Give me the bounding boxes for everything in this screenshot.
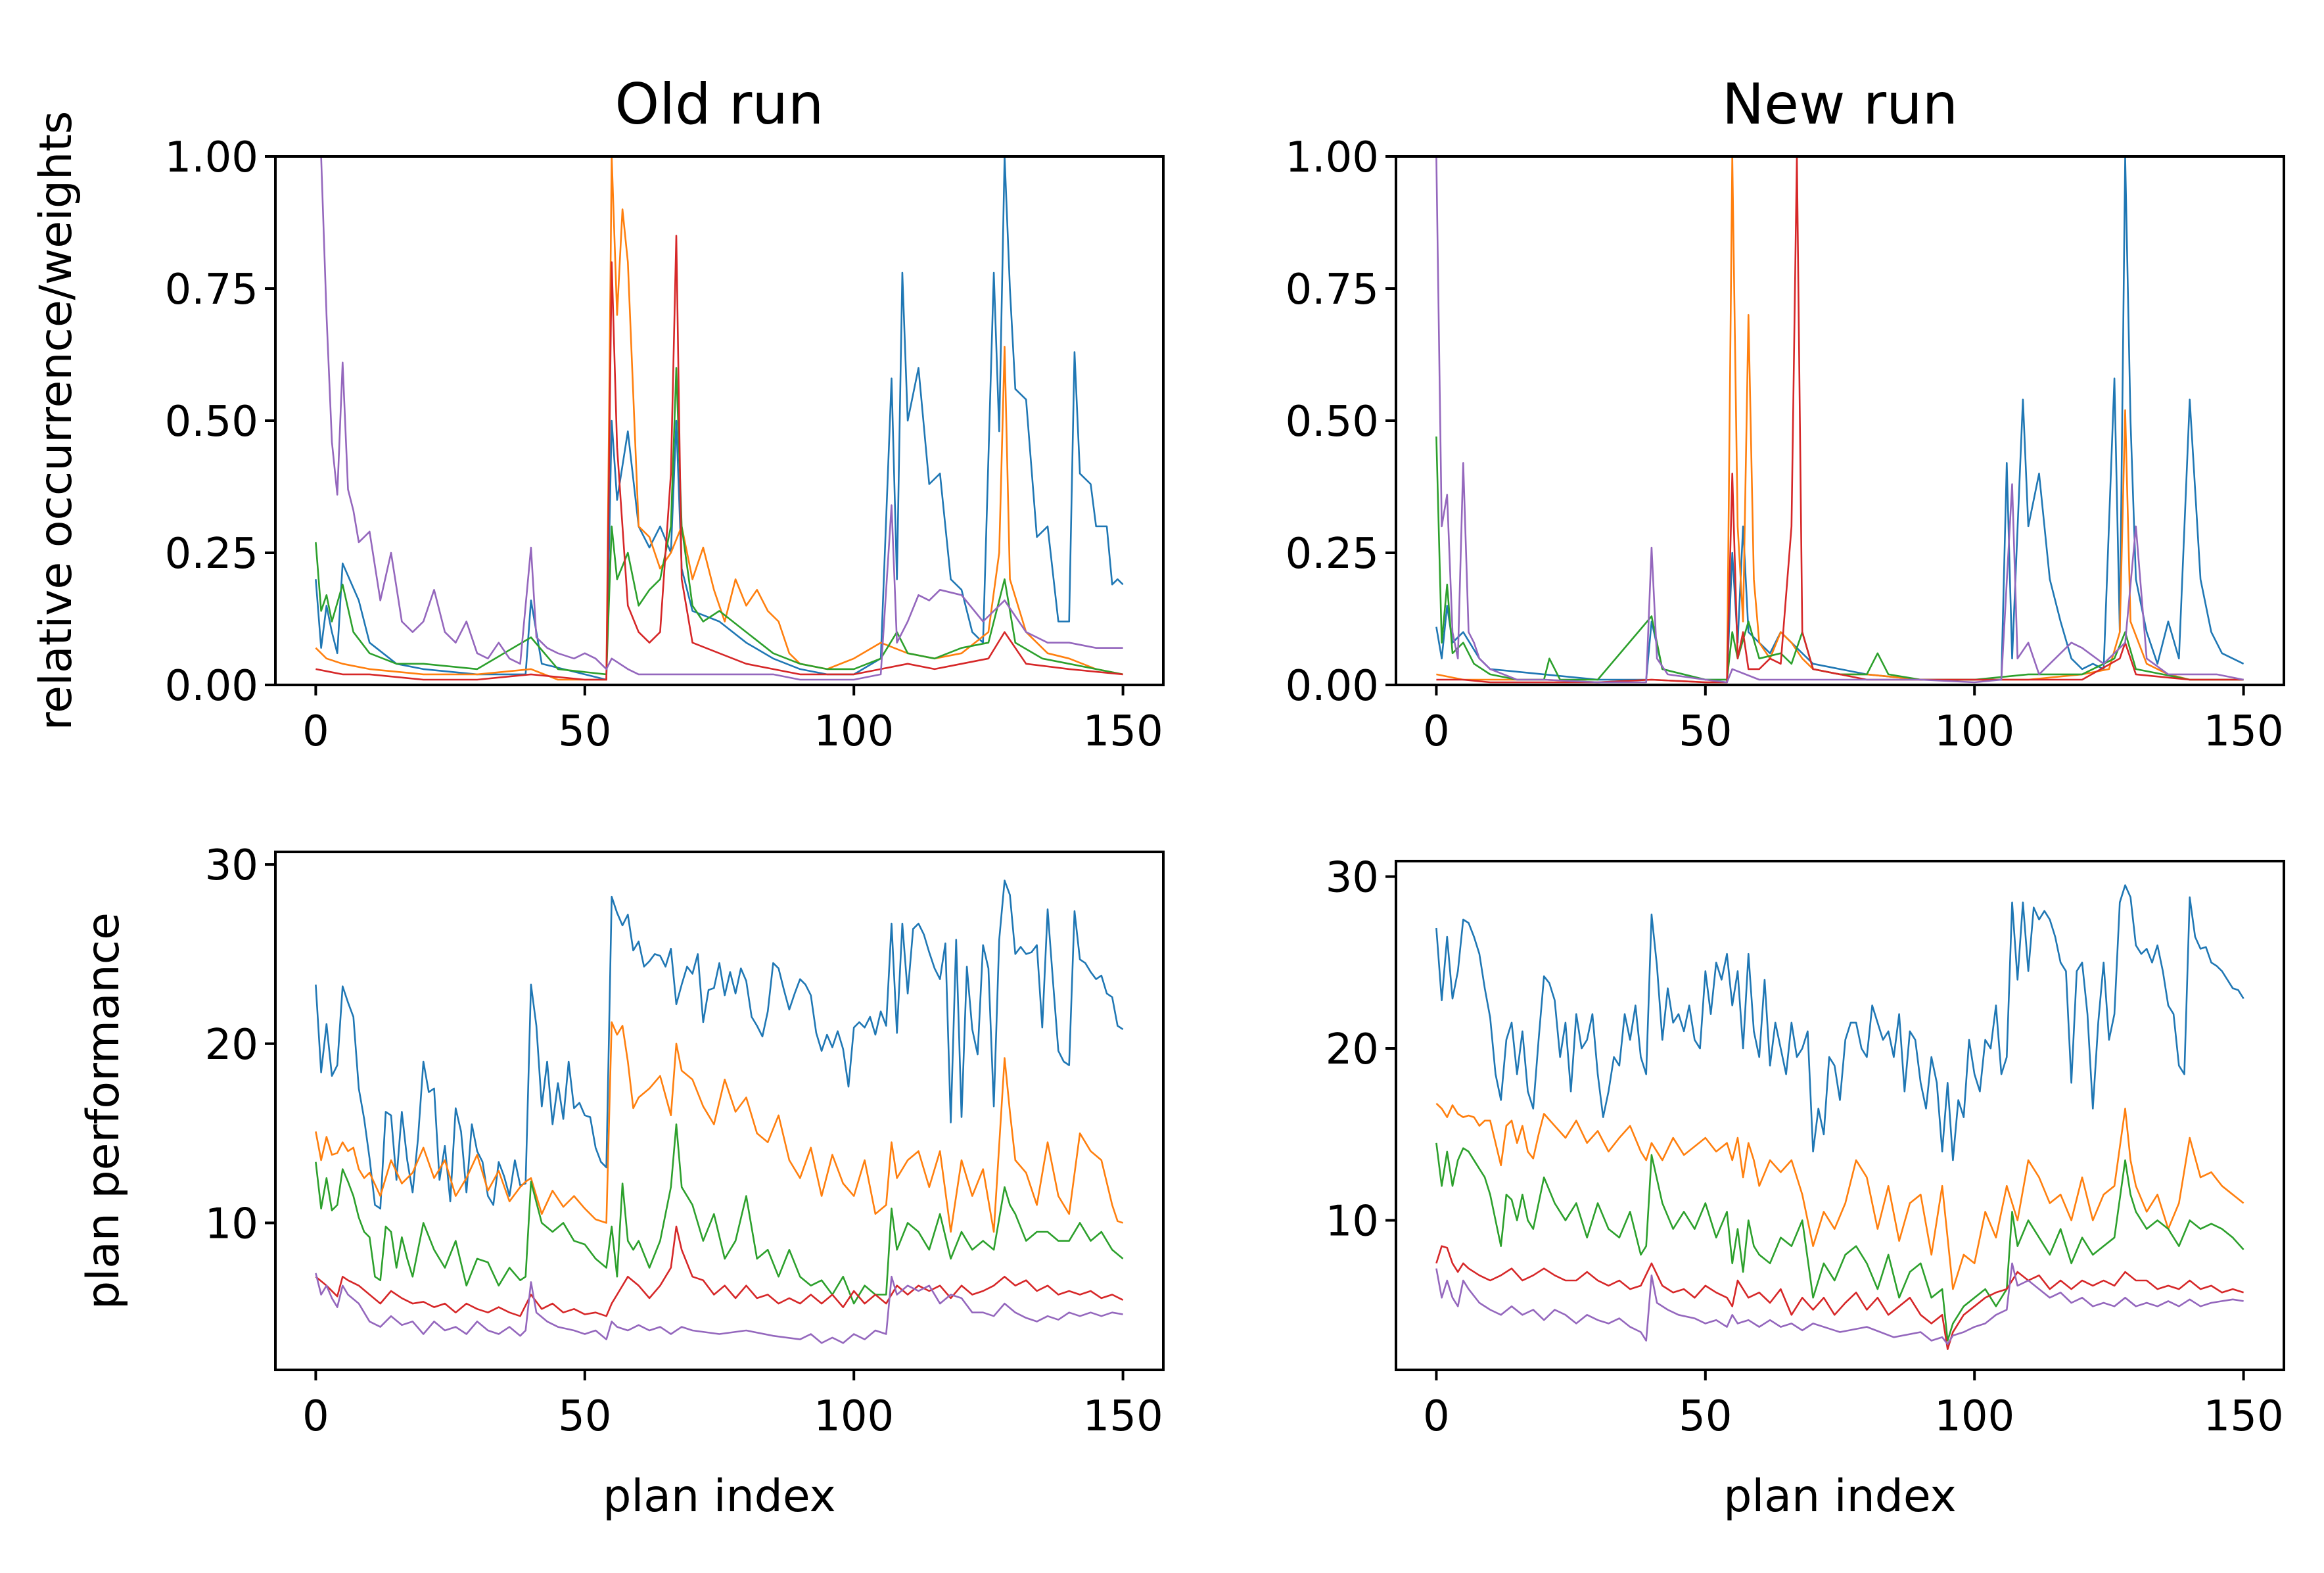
x-tick-label: 50 — [1679, 707, 1732, 756]
y-tick-label: 30 — [1326, 854, 1379, 903]
y-tick-label: 0.50 — [165, 398, 259, 446]
x-tick-label: 50 — [558, 1392, 611, 1441]
old-run-weights-panel: 0 50 100 150 0.00 0.25 0.50 0.75 1.00 Old run rela… — [30, 72, 1165, 756]
series-line-3 — [1435, 1142, 2244, 1342]
series-line-4 — [1435, 1245, 2244, 1350]
y-tick-label: 20 — [1326, 1025, 1379, 1074]
series-line-5 — [1435, 156, 2244, 684]
series-line-4 — [1436, 156, 2244, 684]
x-tick-label: 50 — [1679, 1392, 1732, 1441]
y-tick-label: 0.25 — [165, 530, 259, 578]
x-tick-label: 100 — [1934, 707, 2014, 756]
panel-title: Old run — [615, 72, 824, 137]
plot-area — [315, 880, 1124, 1344]
series-line-4 — [315, 235, 1123, 681]
x-tick-label: 0 — [1423, 1392, 1450, 1441]
y-axis-label: plan performance — [78, 912, 129, 1309]
panel-title: New run — [1722, 72, 1958, 137]
y-tick-label: 30 — [205, 841, 258, 890]
old-run-performance-panel: 0 50 100 150 10 20 30 plan index plan performanc… — [78, 841, 1165, 1522]
x-tick-label: 0 — [302, 707, 329, 756]
y-tick-label: 0.75 — [165, 266, 259, 314]
x-tick-label: 150 — [1083, 1392, 1163, 1441]
series-line-2 — [315, 156, 1123, 681]
series-line-2 — [1435, 1102, 2244, 1290]
series-line-1 — [1435, 884, 2244, 1162]
plot-area — [1435, 884, 2244, 1350]
y-tick-label: 10 — [205, 1200, 258, 1248]
x-axis-label: plan index — [1723, 1470, 1956, 1522]
series-line-5 — [1435, 1262, 2244, 1346]
x-tick-label: 150 — [1083, 707, 1163, 756]
series-line-1 — [315, 880, 1124, 1209]
series-line-5 — [315, 1273, 1123, 1344]
series-line-4 — [315, 1225, 1124, 1317]
series-line-3 — [315, 367, 1123, 676]
y-tick-label: 1.00 — [1286, 133, 1380, 182]
x-tick-label: 100 — [814, 707, 894, 756]
x-axis-label: plan index — [603, 1470, 835, 1522]
series-line-2 — [315, 1021, 1124, 1233]
new-run-weights-panel: 0 50 100 150 0.00 0.25 0.50 0.75 1.00 New run — [1286, 72, 2285, 756]
series-line-3 — [315, 1123, 1124, 1305]
x-tick-label: 50 — [558, 707, 611, 756]
plot-area — [1435, 156, 2244, 684]
y-tick-label: 0.25 — [1286, 530, 1380, 578]
y-axis-label: relative occurrence/weights — [30, 111, 82, 731]
y-tick-label: 0.75 — [1286, 266, 1380, 314]
axes-frame — [1395, 860, 2285, 1371]
x-tick-label: 150 — [2204, 707, 2284, 756]
new-run-performance-panel: 0 50 100 150 10 20 30 plan index — [1326, 854, 2285, 1522]
y-tick-label: 1.00 — [165, 133, 259, 182]
y-tick-label: 0.00 — [1286, 662, 1380, 711]
series-line-3 — [1435, 436, 2244, 681]
axes-frame — [274, 851, 1165, 1371]
y-tick-label: 0.50 — [1286, 398, 1380, 446]
series-line-1 — [1435, 156, 2244, 681]
x-tick-label: 0 — [302, 1392, 329, 1441]
y-tick-label: 20 — [205, 1021, 258, 1069]
axes-frame — [1395, 155, 2285, 686]
x-tick-label: 100 — [814, 1392, 894, 1441]
series-line-5 — [320, 156, 1123, 681]
x-tick-label: 0 — [1423, 707, 1450, 756]
plot-area — [315, 156, 1124, 681]
y-tick-label: 0.00 — [165, 662, 259, 711]
x-tick-label: 150 — [2204, 1392, 2284, 1441]
x-tick-label: 100 — [1934, 1392, 2014, 1441]
y-tick-label: 10 — [1326, 1198, 1379, 1246]
